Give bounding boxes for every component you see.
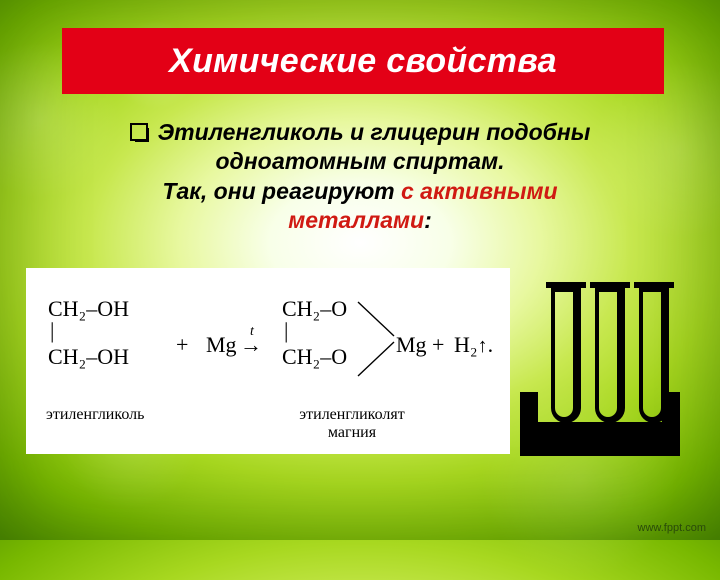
footer-link: www.fppt.com (638, 522, 706, 534)
plus-sign: + (432, 334, 444, 356)
slide-title: Химические свойства (169, 42, 557, 81)
bracket-icon (356, 300, 396, 378)
product-h2: H₂↑. (454, 334, 493, 356)
body-line-1: Этиленгликоль и глицерин подобны (50, 118, 670, 147)
caption-product: этиленгликолят магния (282, 406, 422, 442)
formula-line: CH₂–OH (48, 346, 129, 368)
chemical-reaction-panel: CH₂–OH | CH₂–OH + Mg t → CH₂–O | CH₂–O M… (26, 268, 510, 454)
formula-bond: | (48, 320, 129, 346)
slide-body: Этиленгликоль и глицерин подобны одноато… (50, 118, 670, 236)
product-glycolate: CH₂–O | CH₂–O (282, 298, 347, 368)
caption-product-l2: магния (328, 424, 376, 441)
h2-text: H₂ (454, 332, 478, 357)
book-bullet-icon (130, 123, 148, 141)
formula-bond: | (282, 320, 347, 346)
reagent-mg: Mg (206, 334, 237, 356)
formula-line: CH₂–O (282, 346, 347, 368)
formula-line: CH₂–O (282, 298, 347, 320)
plus-sign: + (176, 334, 188, 356)
period: . (488, 332, 494, 357)
reactant-ethylene-glycol: CH₂–OH | CH₂–OH (48, 298, 129, 368)
caption-product-l1: этиленгликолят (299, 406, 404, 423)
body-highlight-1: с активными (401, 178, 558, 204)
body-highlight-2: металлами (288, 207, 424, 233)
body-text-3a: Так, они реагируют (162, 178, 401, 204)
formula-line: CH₂–OH (48, 298, 129, 320)
gas-arrow-icon: ↑ (478, 335, 488, 357)
product-mg: Mg (396, 334, 427, 356)
body-line-4: металлами: (50, 206, 670, 235)
reaction-equation: CH₂–OH | CH₂–OH + Mg t → CH₂–O | CH₂–O M… (26, 292, 510, 402)
body-text-1: Этиленгликоль и глицерин подобны (158, 119, 591, 145)
reaction-arrow: → (240, 334, 262, 356)
slide-title-bar: Химические свойства (62, 28, 664, 94)
test-tube-rack-icon (512, 272, 688, 472)
body-text-4b: : (424, 207, 432, 233)
body-line-3: Так, они реагируют с активными (50, 177, 670, 206)
body-line-2: одноатомным спиртам. (50, 147, 670, 176)
caption-reactant: этиленгликоль (46, 406, 144, 424)
